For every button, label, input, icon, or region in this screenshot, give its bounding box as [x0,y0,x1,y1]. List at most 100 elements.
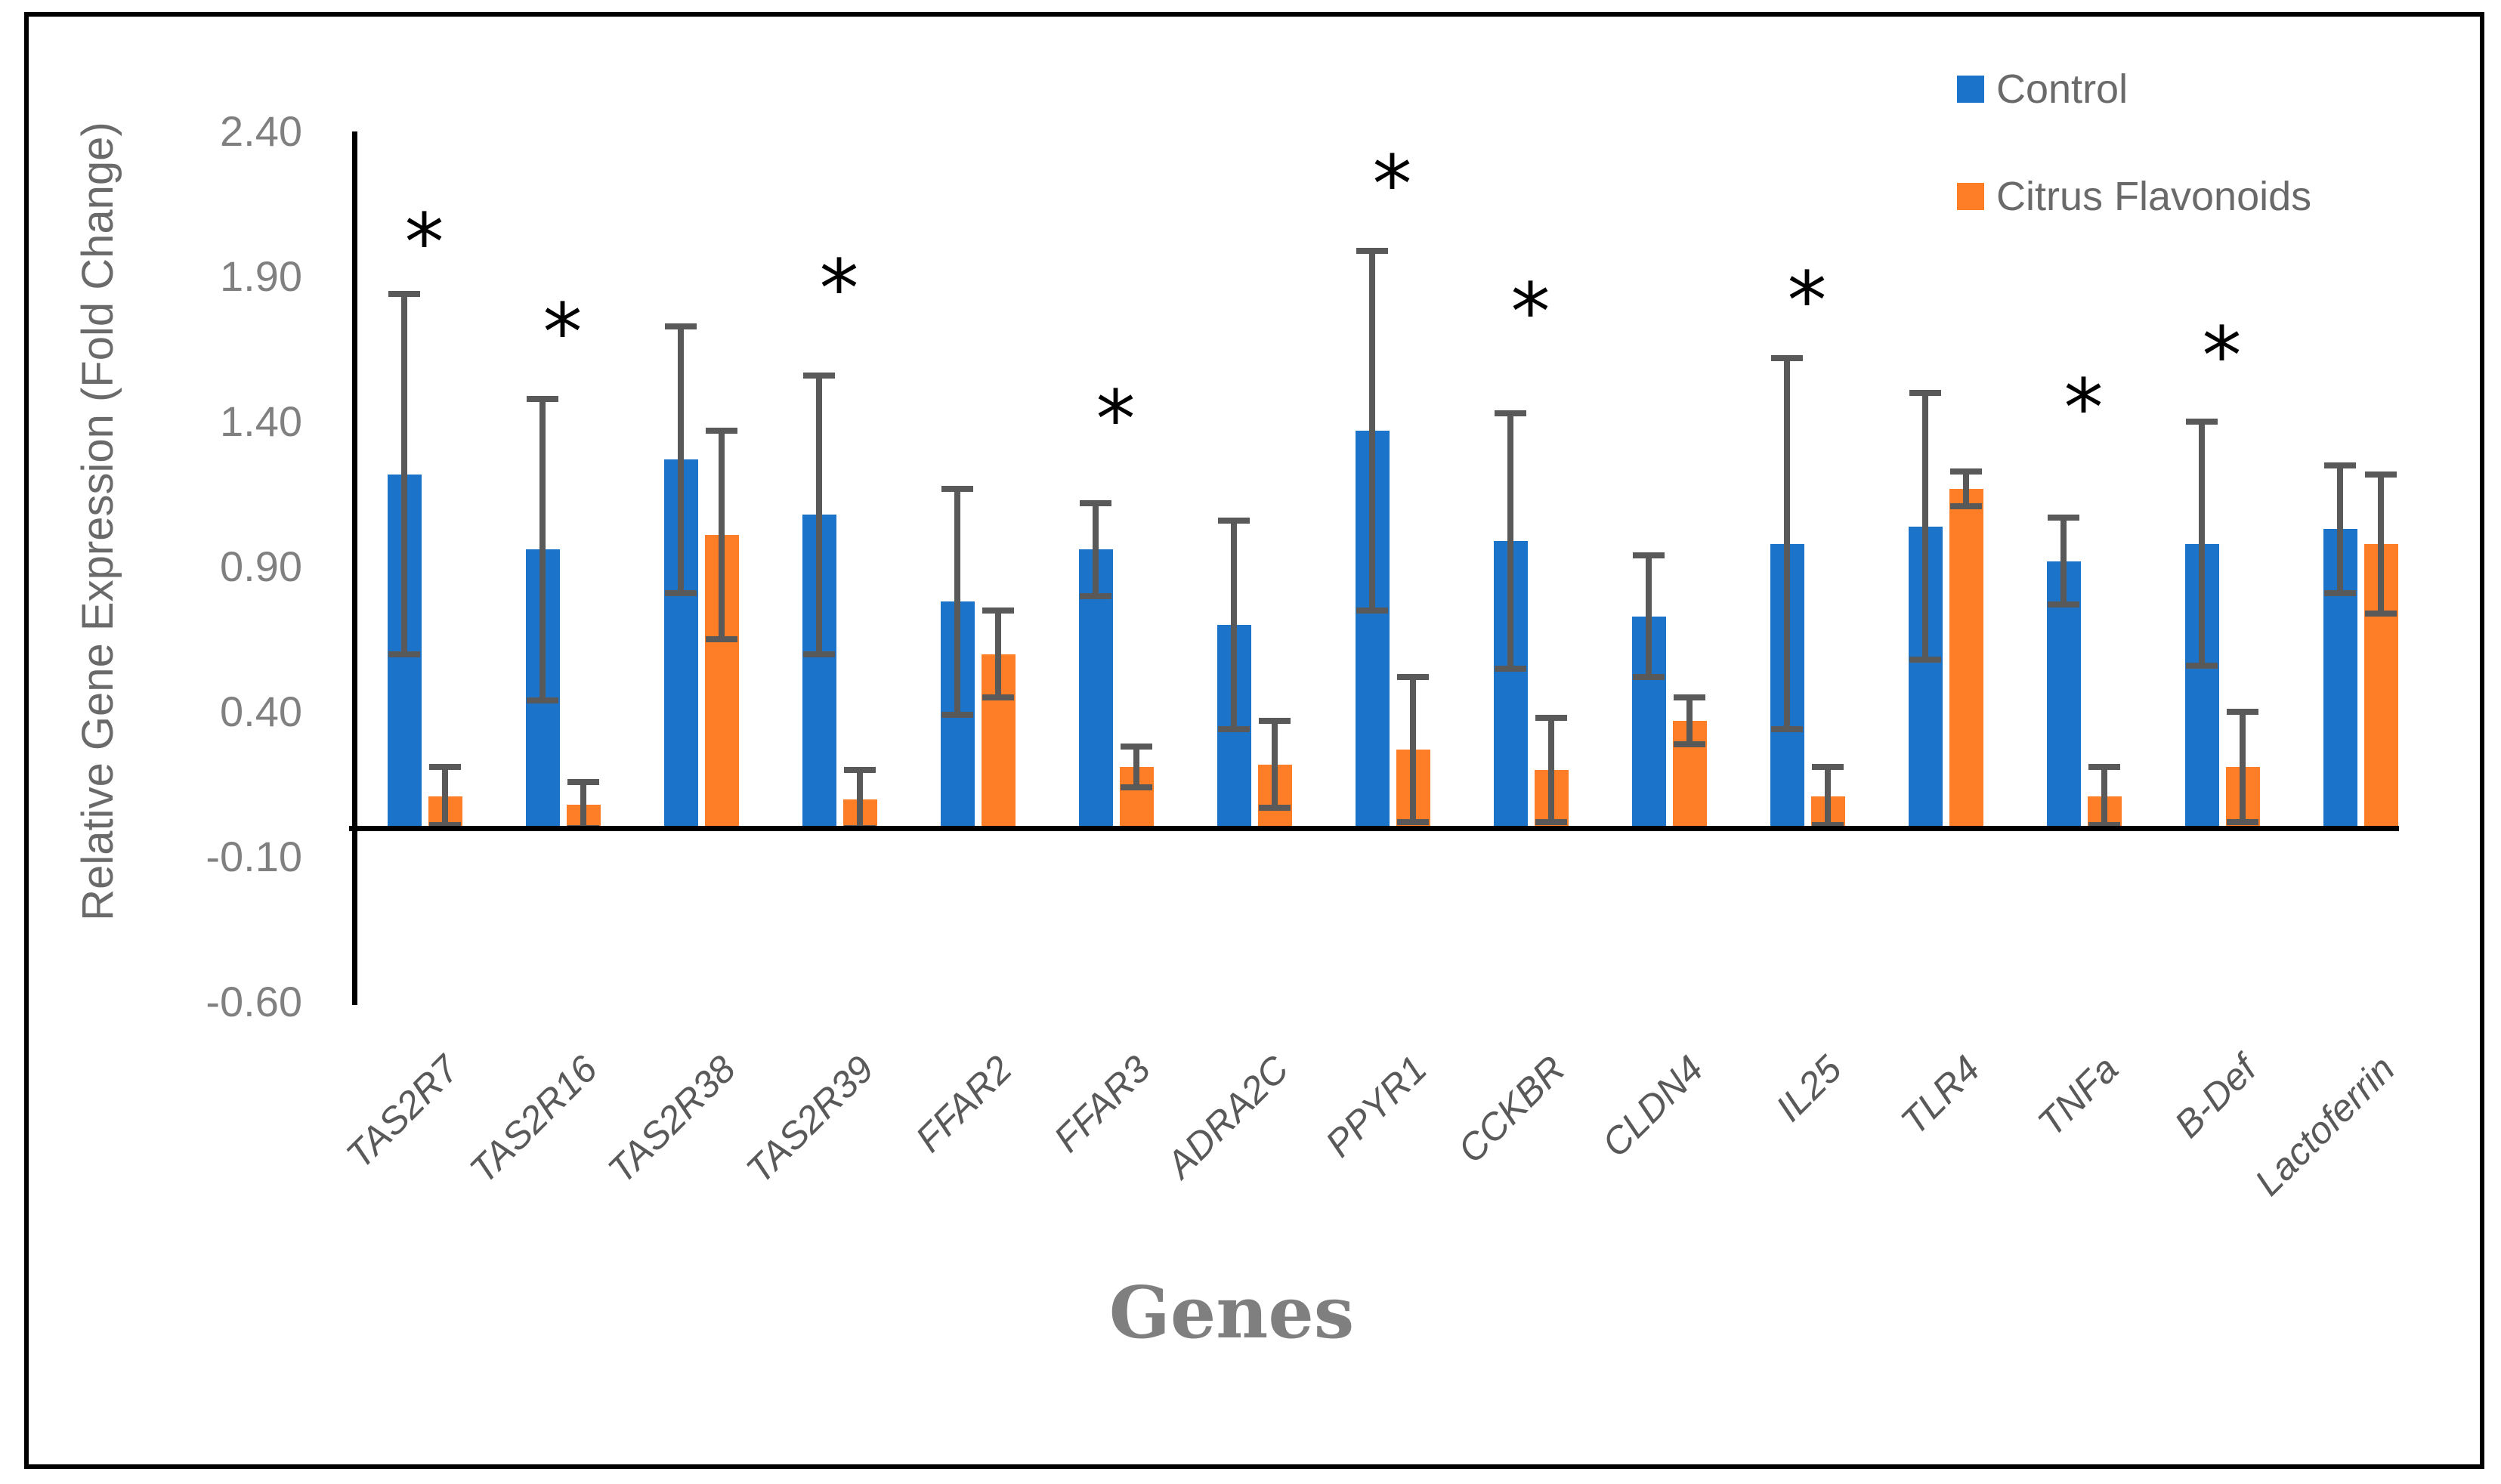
y-tick-label-1.90: 1.90 [220,252,302,301]
error-bar-cap-bottom-citrus-flavonoids-IL25 [1812,822,1844,829]
y-tick-label--0.60: -0.60 [206,978,302,1026]
error-bar-line-citrus-flavonoids-TAS2R39 [857,770,863,828]
error-bar-cap-bottom-citrus-flavonoids-TAS2R38 [706,636,737,643]
error-bar-cap-top-citrus-flavonoids-CLDN4 [1674,694,1705,701]
error-bar-cap-bottom-citrus-flavonoids-TAS2R7 [429,822,461,829]
error-bar-cap-top-control-IL25 [1771,354,1803,361]
error-bar-cap-top-citrus-flavonoids-TAS2R38 [706,427,737,434]
error-bar-cap-top-citrus-flavonoids-TLR4 [1950,468,1982,475]
error-bar-cap-top-citrus-flavonoids-TAS2R7 [429,764,461,771]
error-bar-cap-bottom-citrus-flavonoids-B-Def [2227,819,2258,826]
error-bar-cap-top-citrus-flavonoids-FFAR3 [1121,744,1152,750]
error-bar-cap-bottom-control-FFAR2 [941,712,973,719]
error-bar-cap-top-control-TAS2R7 [388,291,420,298]
error-bar-cap-top-citrus-flavonoids-CCKBR [1535,715,1567,722]
error-bar-line-citrus-flavonoids-FFAR2 [995,611,1001,698]
error-bar-line-citrus-flavonoids-CCKBR [1548,718,1554,823]
error-bar-cap-bottom-control-ADRA2C [1218,726,1250,733]
error-bar-cap-bottom-citrus-flavonoids-FFAR2 [982,694,1014,701]
significance-asterisk-IL25: * [1787,254,1827,347]
error-bar-cap-top-control-B-Def [2186,419,2218,425]
y-axis-line [352,131,357,1005]
error-bar-cap-top-control-TAS2R16 [527,395,558,402]
control-series-swatch [1957,76,1984,103]
error-bar-line-citrus-flavonoids-IL25 [1825,767,1831,826]
error-bar-cap-top-control-CLDN4 [1633,552,1665,559]
y-tick-label-0.40: 0.40 [220,688,302,736]
error-bar-cap-bottom-control-CLDN4 [1633,674,1665,681]
error-bar-cap-bottom-citrus-flavonoids-TNFa [2088,822,2120,829]
error-bar-cap-top-citrus-flavonoids-Lactoferrin [2365,471,2397,478]
error-bar-cap-bottom-control-TAS2R16 [527,697,558,704]
y-tick-label-2.40: 2.40 [220,107,302,156]
error-bar-cap-bottom-citrus-flavonoids-TLR4 [1950,502,1982,509]
legend-label-citrus-flavonoids: Citrus Flavonoids [1996,174,2312,219]
error-bar-cap-bottom-control-TAS2R39 [803,651,835,657]
error-bar-line-control-TAS2R7 [401,294,407,654]
error-bar-cap-top-control-ADRA2C [1218,517,1250,524]
error-bar-cap-bottom-citrus-flavonoids-PPYR1 [1397,819,1429,826]
error-bar-line-citrus-flavonoids-TAS2R38 [719,430,725,640]
legend-item-citrus-flavonoids: Citrus Flavonoids [1957,174,2311,219]
significance-asterisk-TAS2R16: * [543,286,583,379]
error-bar-line-control-B-Def [2199,422,2205,666]
legend-item-control: Control [1957,66,2311,112]
error-bar-cap-top-citrus-flavonoids-PPYR1 [1397,674,1429,681]
error-bar-cap-bottom-citrus-flavonoids-Lactoferrin [2365,610,2397,617]
x-axis-line [349,826,2399,831]
error-bar-line-citrus-flavonoids-FFAR3 [1133,747,1139,788]
y-tick-label-0.90: 0.90 [220,543,302,591]
error-bar-line-citrus-flavonoids-B-Def [2240,712,2246,823]
error-bar-cap-top-citrus-flavonoids-FFAR2 [982,608,1014,614]
error-bar-cap-bottom-citrus-flavonoids-FFAR3 [1121,784,1152,791]
error-bar-cap-bottom-citrus-flavonoids-CLDN4 [1674,740,1705,747]
error-bar-cap-bottom-control-TLR4 [1909,657,1941,663]
error-bar-cap-top-citrus-flavonoids-TNFa [2088,764,2120,771]
error-bar-cap-bottom-control-TAS2R7 [388,651,420,657]
error-bar-line-citrus-flavonoids-Lactoferrin [2378,474,2384,614]
error-bar-line-control-TAS2R16 [539,398,546,701]
error-bar-cap-top-control-FFAR3 [1080,499,1111,506]
error-bar-cap-top-citrus-flavonoids-TAS2R39 [844,767,876,774]
error-bar-line-control-FFAR2 [954,488,960,716]
error-bar-cap-bottom-control-B-Def [2186,662,2218,669]
error-bar-line-control-FFAR3 [1093,502,1099,596]
error-bar-line-citrus-flavonoids-CLDN4 [1686,697,1693,744]
error-bar-line-control-IL25 [1784,357,1790,730]
error-bar-line-control-CCKBR [1507,413,1513,669]
significance-asterisk-PPYR1: * [1372,138,1412,230]
significance-asterisk-CCKBR: * [1510,265,1550,358]
error-bar-cap-top-citrus-flavonoids-TAS2R16 [567,778,599,785]
error-bar-line-control-TAS2R39 [816,375,822,654]
significance-asterisk-TAS2R39: * [819,243,859,335]
significance-asterisk-TNFa: * [2064,361,2104,454]
citrus-flavonoids-series-swatch [1957,183,1984,210]
significance-asterisk-FFAR3: * [1096,373,1136,466]
error-bar-cap-top-control-TNFa [2048,515,2079,521]
error-bar-line-control-Lactoferrin [2337,465,2343,593]
error-bar-line-citrus-flavonoids-TAS2R7 [442,767,448,826]
error-bar-line-citrus-flavonoids-TAS2R16 [580,781,586,828]
error-bar-line-control-TNFa [2060,518,2067,605]
significance-asterisk-B-Def: * [2202,309,2242,402]
error-bar-cap-top-control-CCKBR [1495,410,1526,416]
error-bar-cap-top-control-TAS2R38 [665,323,697,329]
error-bar-line-citrus-flavonoids-TNFa [2101,767,2107,826]
error-bar-cap-bottom-control-TAS2R38 [665,589,697,596]
error-bar-cap-top-control-TLR4 [1909,390,1941,396]
error-bar-line-control-ADRA2C [1231,520,1237,730]
error-bar-line-citrus-flavonoids-PPYR1 [1410,677,1416,823]
figure-border [24,12,2484,1469]
y-tick-label-1.40: 1.40 [220,397,302,446]
error-bar-line-citrus-flavonoids-ADRA2C [1272,720,1278,808]
error-bar-line-control-CLDN4 [1646,555,1652,678]
error-bar-line-citrus-flavonoids-TLR4 [1963,471,1969,506]
x-axis-title: Genes [1108,1271,1355,1355]
error-bar-cap-top-control-PPYR1 [1356,247,1388,254]
y-tick-label--0.10: -0.10 [206,833,302,881]
error-bar-cap-top-citrus-flavonoids-IL25 [1812,764,1844,771]
error-bar-cap-top-citrus-flavonoids-B-Def [2227,709,2258,716]
error-bar-cap-top-citrus-flavonoids-ADRA2C [1259,717,1291,724]
error-bar-cap-bottom-citrus-flavonoids-CCKBR [1535,819,1567,826]
